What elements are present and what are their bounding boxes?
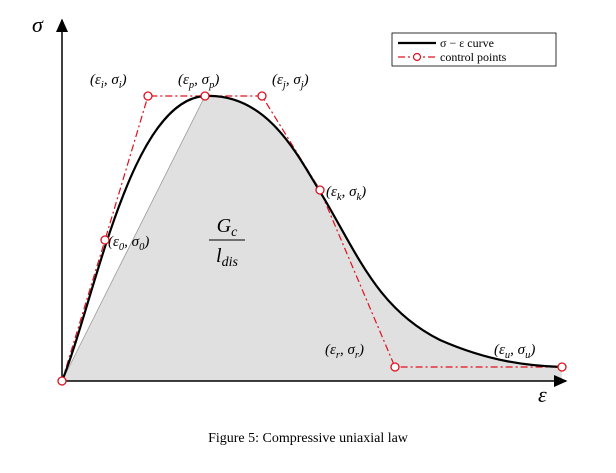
point-label: (εk​, σk​) xyxy=(326,184,366,203)
text-segment: ) xyxy=(143,234,149,250)
subscript: i xyxy=(101,80,104,91)
text-segment: ) xyxy=(213,72,219,88)
text-segment: , σ xyxy=(104,72,120,88)
subscript: 0 xyxy=(119,242,125,253)
area-numerator: Gc​ xyxy=(217,215,238,240)
text-segment: (ε xyxy=(325,342,336,358)
control-point xyxy=(257,91,267,101)
point-label: (εr​, σr​) xyxy=(325,342,364,361)
text-segment: ) xyxy=(121,72,127,88)
legend-entry: σ − ε curve xyxy=(440,36,494,50)
control-point xyxy=(57,376,67,386)
point-label: (εu​, σu​) xyxy=(494,342,535,361)
legend-entry: control points xyxy=(440,50,507,64)
subscript: u xyxy=(525,350,530,361)
fracture-area xyxy=(62,95,562,382)
legend-box xyxy=(391,32,557,67)
text-segment: , σ xyxy=(342,184,358,200)
text-segment: l xyxy=(216,245,222,267)
text-segment: (ε xyxy=(178,72,189,88)
subscript: u xyxy=(505,350,510,361)
subscript: i xyxy=(119,80,122,91)
text-segment: , σ xyxy=(286,72,302,88)
x-axis-label: ε xyxy=(538,382,547,407)
control-point xyxy=(100,235,110,245)
secant-line xyxy=(61,95,206,382)
subscript: j xyxy=(281,80,286,91)
text-segment: ) xyxy=(529,342,535,358)
text-segment: ) xyxy=(360,184,366,200)
point-label: (εi​, σi​) xyxy=(90,72,127,91)
subscript: k xyxy=(356,192,361,203)
control-point xyxy=(143,91,153,101)
point-label: (εp​, σp​) xyxy=(178,72,219,91)
text-segment: (ε xyxy=(90,72,101,88)
subscript: r xyxy=(336,350,341,361)
text-segment: , σ xyxy=(124,234,140,250)
y-axis-label: σ xyxy=(32,12,44,37)
stress-strain-curve xyxy=(60,94,563,382)
area-denominator: ldis​ xyxy=(216,245,238,270)
subscript: p xyxy=(208,80,214,91)
text-segment: , σ xyxy=(510,342,526,358)
control-point xyxy=(390,362,400,372)
subscript: k xyxy=(337,192,342,203)
text-segment: G xyxy=(217,215,232,237)
text-segment: , σ xyxy=(340,342,356,358)
subscript: r xyxy=(355,350,360,361)
text-segment: (ε xyxy=(272,72,283,88)
text-segment: , σ xyxy=(194,72,210,88)
subscript: dis xyxy=(222,255,239,270)
control-point xyxy=(200,91,210,101)
text-segment: ) xyxy=(358,342,364,358)
control-point xyxy=(315,185,325,195)
subscript: c xyxy=(231,225,238,240)
caption: Figure 5: Compressive uniaxial law xyxy=(208,431,409,446)
point-label: (ε0​, σ0​) xyxy=(108,234,149,253)
text-segment: (ε xyxy=(326,184,337,200)
text-segment: (ε xyxy=(494,342,505,358)
point-label: (εj​, σj​) xyxy=(272,72,309,91)
text-segment: (ε xyxy=(108,234,119,250)
subscript: j xyxy=(299,80,304,91)
subscript: p xyxy=(188,80,194,91)
text-segment: ) xyxy=(303,72,309,88)
legend-marker xyxy=(412,52,422,62)
subscript: 0 xyxy=(139,242,145,253)
control-point xyxy=(557,362,567,372)
